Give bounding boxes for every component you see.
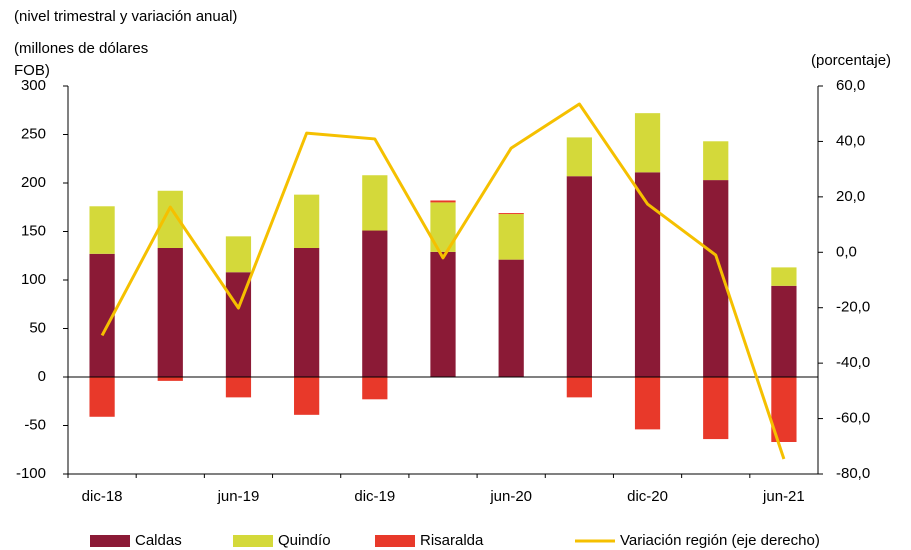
- y2-axis-label: (porcentaje): [811, 52, 892, 69]
- y-tick-label: 150: [21, 222, 46, 239]
- legend-swatch: [90, 535, 130, 547]
- y-tick-label: 0: [38, 368, 46, 385]
- y2-tick-label: -60,0: [836, 410, 870, 427]
- bar: [703, 141, 729, 181]
- bar: [498, 214, 524, 260]
- bar: [89, 377, 115, 417]
- bar: [430, 251, 456, 377]
- bar: [225, 236, 252, 273]
- y2-tick-label: 0,0: [836, 243, 857, 260]
- y2-tick-label: -40,0: [836, 354, 870, 371]
- legend-label: Variación región (eje derecho): [620, 532, 820, 549]
- bar: [294, 247, 320, 377]
- x-tick-label: jun-19: [217, 488, 260, 505]
- bar: [771, 267, 797, 286]
- y-tick-label: -100: [16, 465, 46, 482]
- y-tick-label: 100: [21, 271, 46, 288]
- x-tick-label: dic-20: [627, 488, 668, 505]
- y-tick-label: 200: [21, 174, 46, 191]
- legend-label: Caldas: [135, 532, 182, 549]
- bar: [566, 137, 592, 177]
- bar: [566, 176, 592, 377]
- legend-swatch: [375, 535, 415, 547]
- y-axis-label: (millones de dólares FOB): [14, 40, 149, 79]
- legend-label: Quindío: [278, 532, 331, 549]
- x-tick-label: jun-21: [762, 488, 805, 505]
- bar: [362, 230, 388, 377]
- legend-swatch: [233, 535, 273, 547]
- bar: [362, 175, 388, 231]
- bar: [634, 172, 661, 377]
- y-tick-label: 300: [21, 77, 46, 94]
- bar: [566, 377, 592, 398]
- legend-label: Risaralda: [420, 532, 484, 549]
- bar: [634, 377, 661, 430]
- x-tick-label: dic-18: [82, 488, 123, 505]
- x-tick-label: jun-20: [489, 488, 532, 505]
- bar: [362, 377, 388, 400]
- x-tick-label: dic-19: [354, 488, 395, 505]
- y-tick-label: -50: [24, 416, 46, 433]
- bar: [225, 377, 252, 398]
- bar: [430, 200, 456, 203]
- chart-title: (nivel trimestral y variación anual): [14, 8, 238, 25]
- bar: [294, 377, 320, 415]
- bar: [89, 206, 115, 254]
- bar: [703, 377, 729, 440]
- line: [100, 102, 786, 460]
- bar: [294, 194, 320, 248]
- y2-tick-label: 20,0: [836, 188, 865, 205]
- y2-tick-label: 60,0: [836, 77, 865, 94]
- bar: [89, 253, 115, 377]
- y-tick-label: 250: [21, 125, 46, 142]
- bar: [634, 113, 661, 173]
- bar: [771, 285, 797, 377]
- bar: [498, 259, 524, 377]
- y-tick-label: 50: [29, 319, 46, 336]
- y2-tick-label: 40,0: [836, 132, 865, 149]
- bar: [157, 377, 183, 381]
- y2-tick-label: -20,0: [836, 299, 870, 316]
- bar: [498, 213, 524, 215]
- y2-tick-label: -80,0: [836, 465, 870, 482]
- bar: [157, 247, 183, 377]
